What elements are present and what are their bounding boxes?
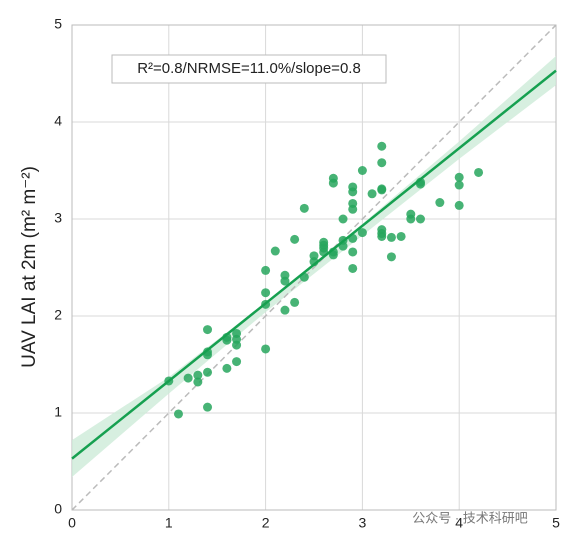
data-point bbox=[357, 166, 367, 175]
data-point bbox=[290, 297, 300, 307]
data-point bbox=[261, 344, 271, 354]
data-point bbox=[348, 204, 358, 214]
data-point bbox=[280, 276, 290, 286]
data-point bbox=[435, 198, 445, 208]
plot-frame bbox=[71, 24, 557, 511]
data-point bbox=[222, 363, 232, 373]
y-tick-label: 1 bbox=[54, 404, 62, 420]
data-point bbox=[232, 340, 242, 350]
data-point bbox=[299, 203, 309, 213]
data-point bbox=[193, 377, 203, 387]
y-tick-label: 2 bbox=[54, 307, 62, 323]
watermark: 公众号 · 技术科研吧 bbox=[412, 510, 528, 525]
data-point bbox=[328, 250, 338, 260]
y-tick-label: 5 bbox=[54, 16, 62, 32]
data-point bbox=[348, 247, 358, 257]
data-point bbox=[232, 357, 242, 367]
data-point bbox=[454, 180, 464, 190]
data-point bbox=[386, 252, 396, 262]
y-tick-label: 4 bbox=[54, 113, 62, 129]
data-point bbox=[386, 232, 396, 242]
data-point bbox=[173, 409, 183, 419]
data-point bbox=[203, 325, 213, 335]
y-tick-label: 3 bbox=[54, 210, 62, 226]
x-tick-label: 1 bbox=[165, 515, 173, 531]
plot-area: 0 1 2 3 4 5 0 1 2 3 4 5 bbox=[54, 16, 560, 531]
x-tick-label: 3 bbox=[359, 515, 367, 531]
data-point bbox=[261, 265, 271, 275]
data-point bbox=[377, 185, 387, 195]
data-point bbox=[232, 328, 242, 338]
x-tick-label: 4 bbox=[455, 515, 463, 531]
x-tick-label: 0 bbox=[68, 515, 76, 531]
data-point bbox=[377, 158, 387, 168]
data-point bbox=[454, 172, 464, 182]
x-tick-label: 5 bbox=[552, 515, 560, 531]
annotation-box bbox=[111, 54, 387, 84]
annotation: R²=0.8/NRMSE=11.0%/slope=0.8 bbox=[137, 60, 361, 77]
data-point bbox=[454, 200, 464, 210]
data-point bbox=[338, 214, 348, 224]
data-point bbox=[396, 231, 406, 241]
data-point bbox=[261, 288, 271, 298]
data-point bbox=[183, 373, 193, 383]
data-point bbox=[203, 367, 213, 377]
data-point bbox=[319, 237, 329, 247]
data-point bbox=[290, 234, 300, 244]
data-point bbox=[377, 231, 387, 241]
data-point bbox=[357, 228, 367, 238]
data-point bbox=[474, 167, 484, 177]
data-point bbox=[377, 141, 387, 151]
data-point bbox=[203, 402, 213, 412]
regression-line bbox=[71, 69, 557, 460]
data-point bbox=[280, 305, 290, 315]
data-point bbox=[348, 263, 358, 273]
data-point bbox=[193, 370, 203, 380]
x-tick-label: 2 bbox=[262, 515, 270, 531]
one-to-one-line bbox=[71, 24, 557, 511]
y-tick-label: 0 bbox=[54, 501, 62, 517]
data-point bbox=[328, 178, 338, 188]
data-point bbox=[270, 246, 280, 256]
data-point bbox=[348, 187, 358, 197]
data-point bbox=[406, 209, 416, 219]
data-point bbox=[367, 189, 377, 199]
data-point bbox=[415, 214, 425, 224]
y-axis-label: UAV LAI at 2m (m² m⁻²) bbox=[19, 166, 40, 368]
